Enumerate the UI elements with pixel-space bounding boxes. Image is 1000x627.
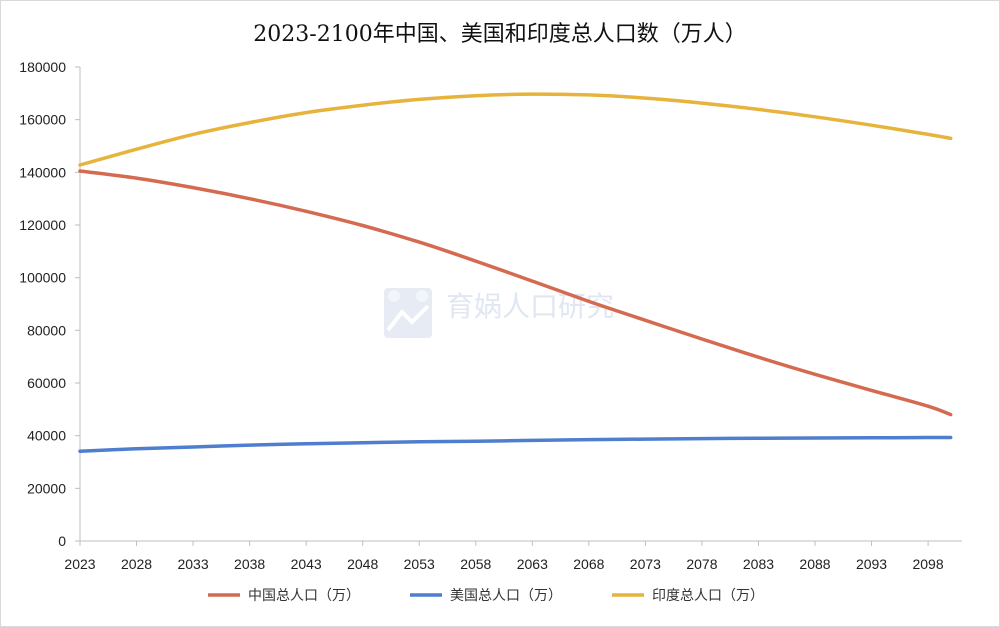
y-tick-label: 60000: [27, 375, 66, 391]
y-tick-label: 20000: [27, 480, 66, 496]
legend-label: 中国总人口（万）: [248, 588, 360, 604]
y-tick-label: 40000: [27, 428, 66, 444]
x-tick-label: 2048: [347, 556, 378, 572]
x-axis-ticks: 2023 2028 2033 2038 2043 2048 2053 2058 2063 2068…: [64, 541, 944, 572]
india-population-line: [78, 92, 953, 167]
y-axis-ticks: 0 20000 40000 60000 80000 100000 120000 140000 1…: [19, 59, 80, 549]
x-tick-label: 2083: [743, 556, 774, 572]
legend-usa: 美国总人口（万）: [410, 588, 562, 604]
china-population-line: [78, 169, 953, 417]
x-tick-label: 2093: [856, 556, 887, 572]
x-tick-label: 2028: [121, 556, 152, 572]
x-tick-label: 2098: [912, 556, 943, 572]
y-tick-label: 100000: [19, 270, 66, 286]
x-tick-label: 2073: [630, 556, 661, 572]
legend-india: 印度总人口（万）: [612, 588, 764, 604]
x-tick-label: 2063: [517, 556, 548, 572]
chart-title: 2023-2100年中国、美国和印度总人口数（万人）: [253, 22, 747, 47]
legend-label: 美国总人口（万）: [450, 588, 562, 604]
x-tick-label: 2043: [291, 556, 322, 572]
usa-population-line: [78, 435, 953, 453]
x-tick-label: 2078: [686, 556, 717, 572]
x-tick-label: 2038: [234, 556, 265, 572]
y-tick-label: 180000: [19, 59, 66, 75]
watermark-text: 育娲人口研究: [446, 290, 614, 323]
y-tick-label: 120000: [19, 217, 66, 233]
legend-label: 印度总人口（万）: [652, 588, 764, 604]
y-tick-label: 140000: [19, 164, 66, 180]
watermark: 育娲人口研究: [384, 288, 614, 338]
x-tick-label: 2053: [404, 556, 435, 572]
series-lines: [78, 92, 953, 453]
x-tick-label: 2068: [573, 556, 604, 572]
legend: 中国总人口（万） 美国总人口（万） 印度总人口（万）: [208, 588, 764, 604]
legend-china: 中国总人口（万）: [208, 588, 360, 604]
y-tick-label: 80000: [27, 322, 66, 338]
chart-logo-icon: [384, 288, 432, 338]
x-tick-label: 2033: [177, 556, 208, 572]
y-tick-label: 160000: [19, 112, 66, 128]
y-tick-label: 0: [58, 533, 66, 549]
x-tick-label: 2058: [460, 556, 491, 572]
x-tick-label: 2023: [64, 556, 95, 572]
x-tick-label: 2088: [799, 556, 830, 572]
